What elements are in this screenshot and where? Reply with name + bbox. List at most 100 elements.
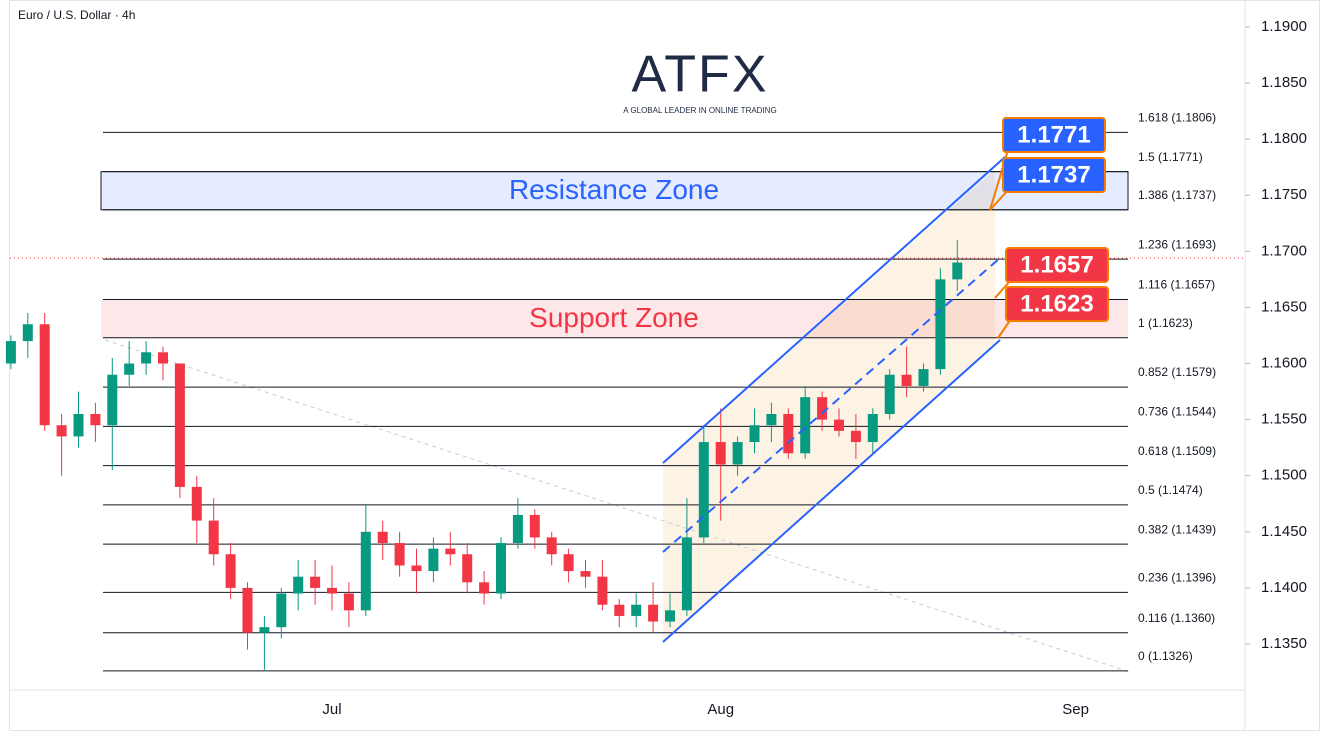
- candle-body: [850, 430, 861, 443]
- candle-body: [563, 554, 574, 572]
- candle-body: [225, 554, 236, 588]
- candle-body: [597, 576, 608, 605]
- candle-body: [512, 514, 523, 544]
- candle-body: [360, 531, 371, 611]
- candle-body: [732, 442, 743, 465]
- candle-body: [259, 627, 270, 633]
- candle-body: [614, 604, 625, 616]
- candle-body: [73, 414, 84, 437]
- candle-body: [783, 414, 794, 454]
- y-tick-label: 1.1650: [1261, 298, 1307, 315]
- candle-body: [462, 554, 473, 583]
- y-tick-label: 1.1550: [1261, 411, 1307, 428]
- fib-label: 1.618 (1.1806): [1138, 111, 1216, 125]
- candle-body: [715, 442, 726, 465]
- tag-connector: [994, 279, 1012, 299]
- candle-body: [631, 604, 642, 616]
- candle-body: [39, 324, 50, 426]
- candle-body: [22, 324, 33, 342]
- price-tag-label: 1.1737: [1017, 161, 1090, 188]
- candle-body: [107, 374, 118, 426]
- channel-fill: [663, 170, 995, 642]
- candle-body: [276, 593, 287, 628]
- candle-body: [377, 531, 388, 544]
- candle-body: [901, 374, 912, 386]
- candle-body: [546, 537, 557, 555]
- fib-label: 1 (1.1623): [1138, 316, 1193, 330]
- fib-label: 1.386 (1.1737): [1138, 188, 1216, 202]
- candle-body: [158, 352, 168, 364]
- tag-connector: [997, 318, 1012, 339]
- candle-body: [529, 514, 540, 538]
- candle-body: [580, 571, 591, 577]
- x-tick-label: Sep: [1062, 701, 1089, 718]
- candle-body: [394, 543, 405, 566]
- candle-body: [293, 576, 304, 594]
- fib-label: 0.852 (1.1579): [1138, 365, 1216, 379]
- candle-body: [918, 369, 929, 386]
- trend-line: [104, 339, 1131, 673]
- price-tag: [1002, 157, 1106, 193]
- price-tag-label: 1.1623: [1020, 290, 1093, 317]
- candle-body: [665, 610, 675, 622]
- price-tag-label: 1.1771: [1017, 121, 1090, 148]
- y-tick-label: 1.1450: [1261, 523, 1307, 540]
- candle-body: [242, 587, 253, 633]
- logo: ATFX: [631, 46, 768, 104]
- candle-body: [327, 587, 337, 594]
- candle-body: [56, 425, 67, 437]
- candle-body: [867, 414, 878, 443]
- candle-body: [411, 565, 422, 572]
- candle-body: [5, 341, 16, 364]
- fib-label: 1.5 (1.1771): [1138, 150, 1203, 164]
- candle-body: [800, 397, 811, 454]
- y-tick-label: 1.1600: [1261, 354, 1307, 371]
- candle-body: [749, 425, 760, 443]
- fib-label: 1.236 (1.1693): [1138, 237, 1216, 251]
- fib-label: 0.618 (1.1509): [1138, 444, 1216, 458]
- candle-body: [479, 582, 490, 594]
- x-tick-label: Jul: [322, 701, 341, 718]
- fib-label: 0.736 (1.1544): [1138, 405, 1216, 419]
- y-tick-label: 1.1400: [1261, 579, 1307, 596]
- candle-body: [935, 279, 946, 370]
- tag-connector: [989, 189, 1009, 211]
- candle-body: [90, 414, 101, 426]
- candle-body: [698, 442, 709, 538]
- price-tag-label: 1.1657: [1020, 251, 1093, 278]
- chart-title: Euro / U.S. Dollar · 4h: [18, 8, 135, 22]
- candle-body: [817, 397, 828, 420]
- fib-label: 0.382 (1.1439): [1138, 522, 1216, 536]
- logo-tagline: A GLOBAL LEADER IN ONLINE TRADING: [623, 106, 776, 115]
- candle-body: [428, 548, 439, 572]
- candle-body: [766, 414, 777, 426]
- zone-label: Support Zone: [529, 302, 699, 333]
- y-tick-label: 1.1800: [1261, 130, 1307, 147]
- price-tag: [1005, 286, 1109, 322]
- candle-body: [496, 543, 506, 594]
- candle-body: [834, 419, 844, 431]
- zone-label: Resistance Zone: [509, 174, 719, 205]
- candle-body: [208, 520, 219, 555]
- candle-body: [445, 548, 456, 555]
- candle-body: [343, 593, 354, 611]
- fib-label: 0.5 (1.1474): [1138, 483, 1203, 497]
- candle-body: [191, 486, 202, 521]
- channel-upper: [662, 156, 1006, 464]
- fib-label: 0 (1.1326): [1138, 649, 1193, 663]
- price-tag: [1002, 117, 1106, 153]
- fib-label: 1.116 (1.1657): [1138, 278, 1215, 292]
- fib-label: 0.116 (1.1360): [1138, 611, 1215, 625]
- y-tick-label: 1.1700: [1261, 242, 1307, 259]
- candle-body: [648, 604, 659, 622]
- candle-body: [174, 363, 185, 487]
- candle-body: [681, 537, 692, 611]
- y-tick-label: 1.1350: [1261, 635, 1307, 652]
- zone: [101, 299, 1128, 338]
- price-tag: [1005, 247, 1109, 283]
- y-tick-label: 1.1900: [1261, 18, 1307, 35]
- fib-label: 0.236 (1.1396): [1138, 571, 1216, 585]
- y-tick-label: 1.1500: [1261, 467, 1307, 484]
